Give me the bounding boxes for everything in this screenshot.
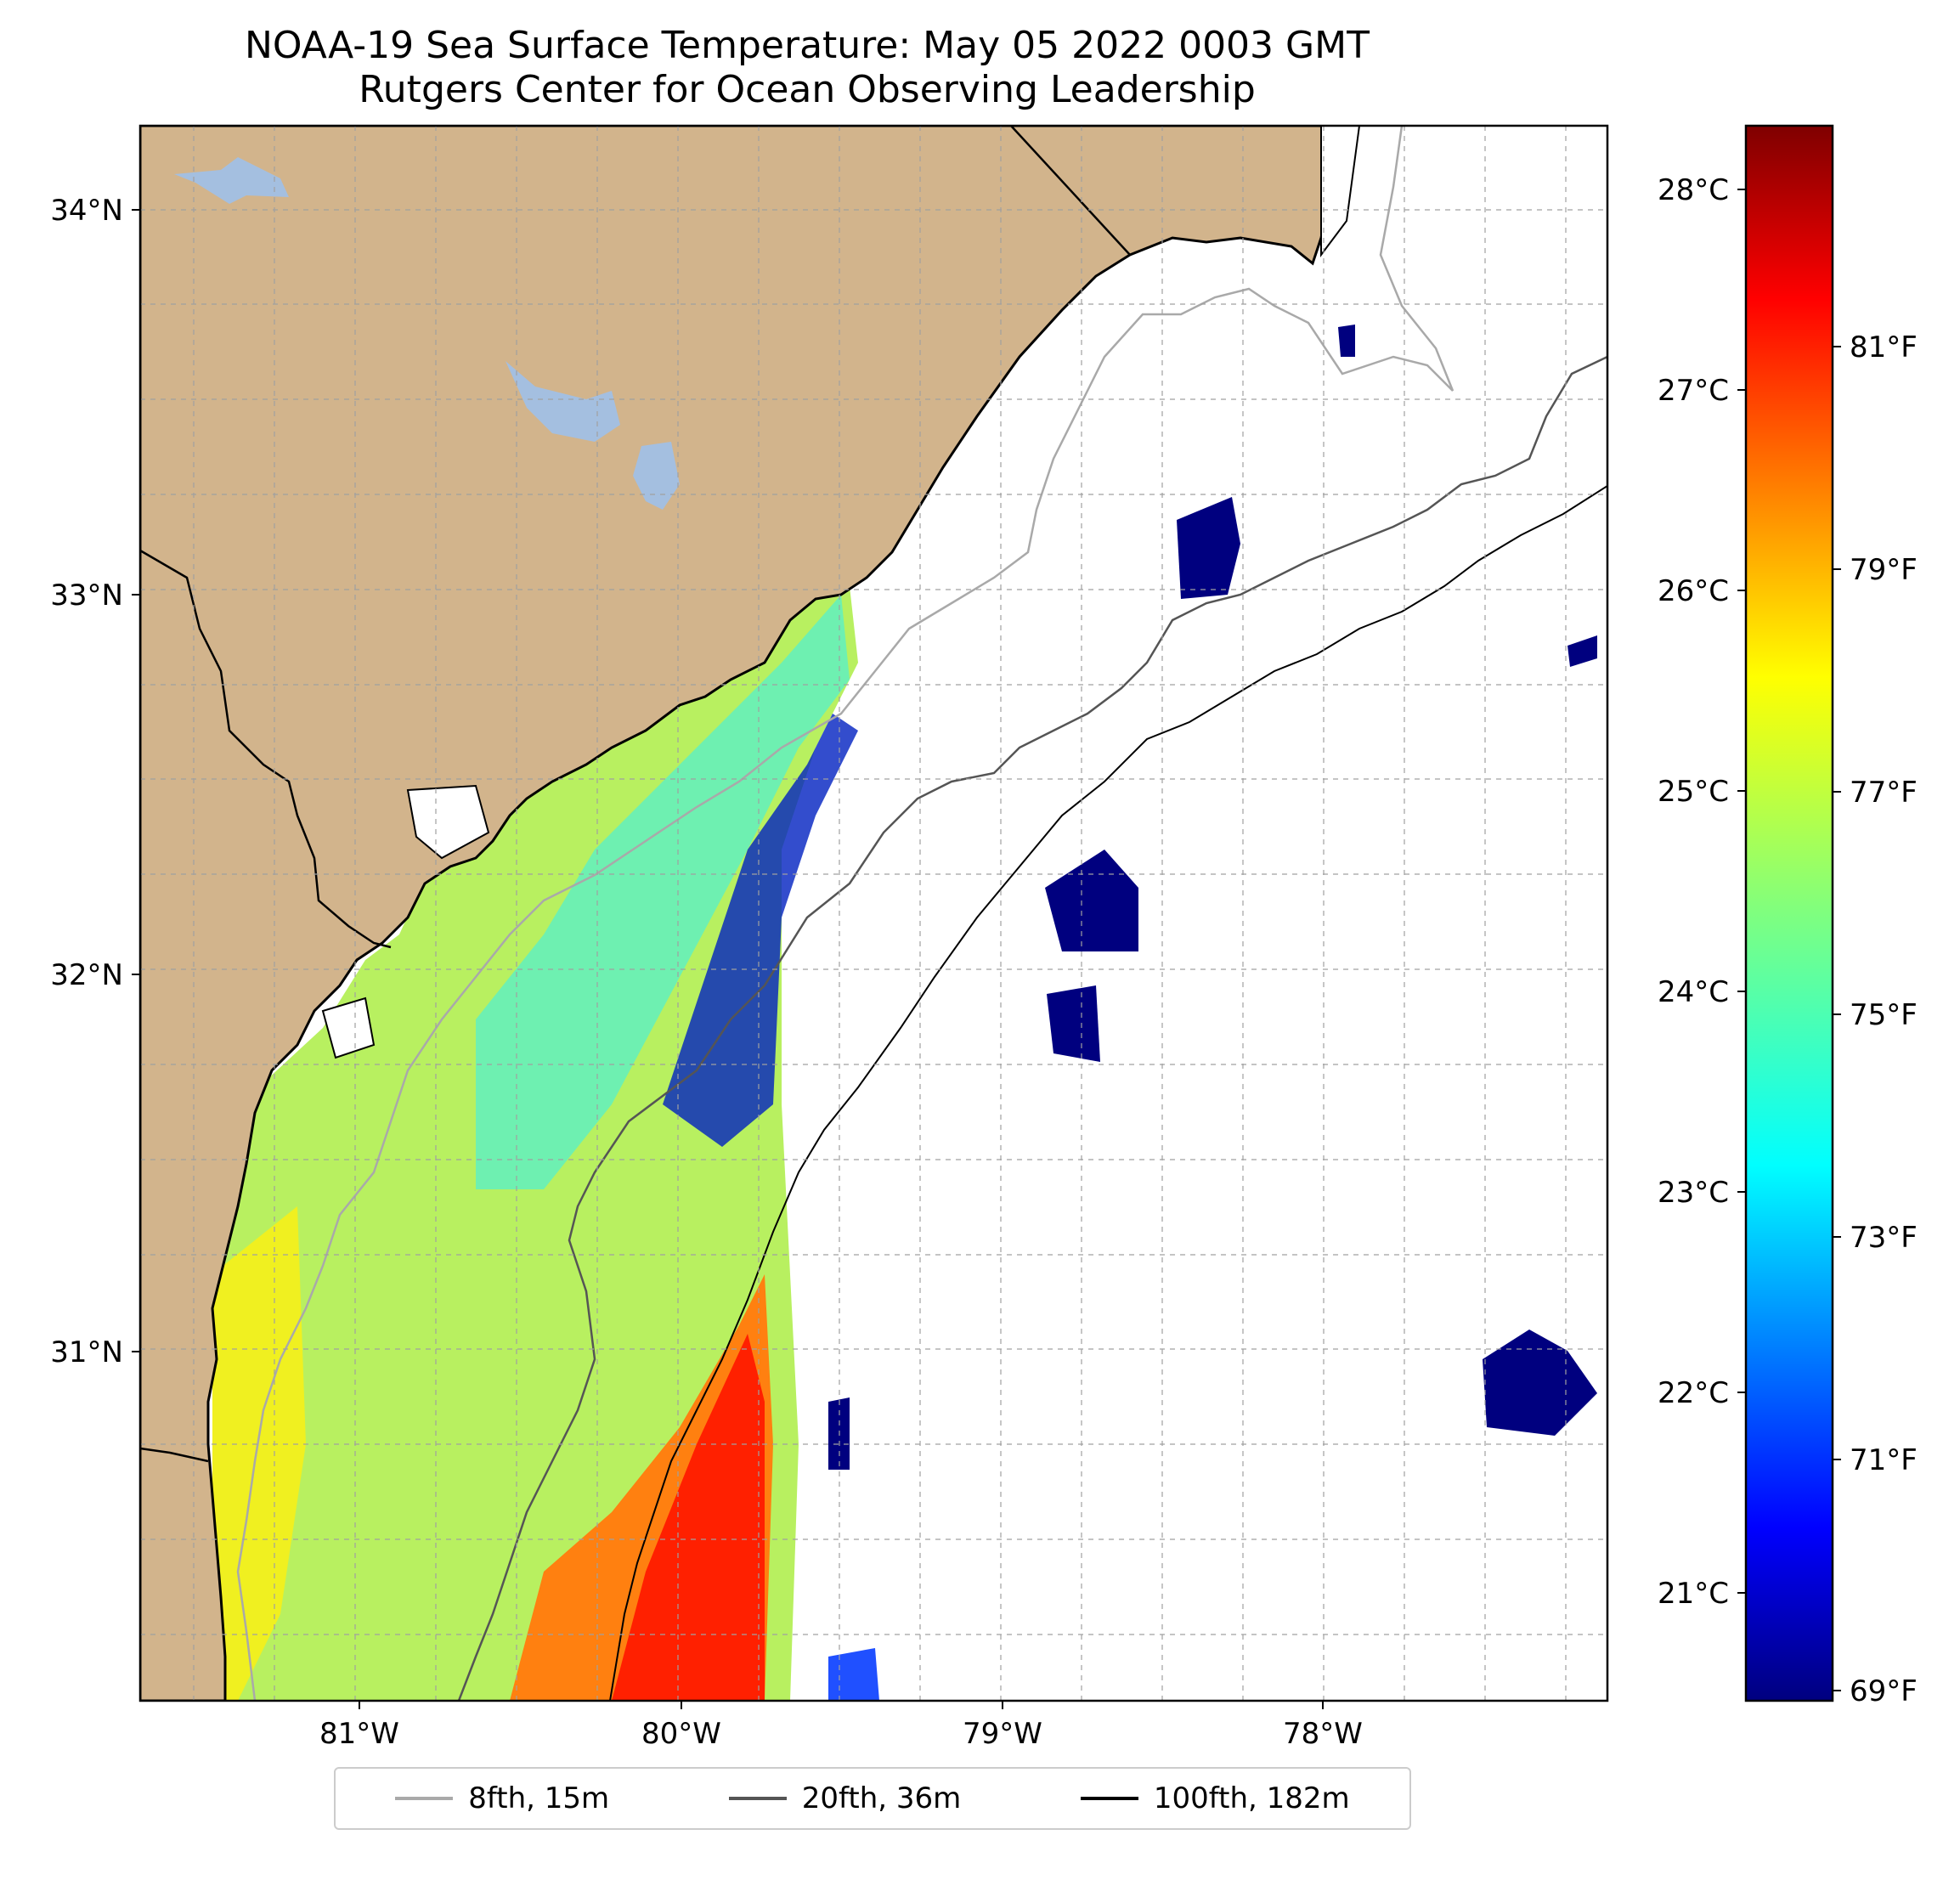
lon-tick-label: 78°W — [1283, 1717, 1363, 1751]
celsius-tick-label: 26°C — [1658, 574, 1729, 608]
legend-label: 8fth, 15m — [468, 1781, 610, 1815]
lat-tick-label: 32°N — [50, 958, 123, 992]
state-boundary — [1010, 126, 1131, 256]
legend-label: 100fth, 182m — [1153, 1781, 1350, 1815]
lat-tick-label: 31°N — [50, 1335, 123, 1369]
sst-patch-cold — [828, 1648, 879, 1701]
celsius-tick-label: 28°C — [1658, 173, 1729, 207]
sst-swath-yellow — [212, 1206, 306, 1701]
map-frame — [138, 124, 1609, 1702]
sst-swath-teal — [476, 595, 850, 1189]
lat-tick-label: 33°N — [50, 579, 123, 613]
legend-item-100fth: 100fth, 182m — [1080, 1781, 1350, 1815]
legend-swatch — [395, 1797, 454, 1800]
lat-tick-label: 34°N — [50, 194, 123, 228]
lake — [174, 157, 289, 204]
celsius-tick-label: 24°C — [1658, 975, 1729, 1009]
colorbar-gradient — [1744, 124, 1834, 1702]
sst-patch-cold — [1045, 850, 1138, 951]
state-boundary — [140, 549, 392, 949]
sst-swath-blue — [663, 714, 858, 1147]
title-line-1: NOAA-19 Sea Surface Temperature: May 05 … — [245, 24, 1370, 67]
fahrenheit-tick-label: 69°F — [1850, 1674, 1918, 1708]
celsius-tick-label: 23°C — [1658, 1176, 1729, 1210]
celsius-tick-label: 22°C — [1658, 1376, 1729, 1410]
lake — [506, 361, 620, 442]
legend-item-8fth: 8fth, 15m — [395, 1781, 609, 1815]
sst-patch-cold — [1338, 325, 1355, 357]
sst-patch-cold — [1483, 1330, 1597, 1436]
fahrenheit-tick-label: 71°F — [1850, 1443, 1918, 1477]
map-panel — [140, 126, 1607, 1701]
estuary — [1320, 126, 1361, 257]
celsius-tick-label: 25°C — [1658, 775, 1729, 809]
fahrenheit-tick-label: 81°F — [1850, 330, 1918, 364]
fahrenheit-tick-label: 73°F — [1850, 1221, 1918, 1255]
fahrenheit-tick-label: 75°F — [1850, 998, 1918, 1032]
celsius-tick-label: 27°C — [1658, 374, 1729, 408]
fahrenheit-tick-label: 79°F — [1850, 553, 1918, 587]
estuary — [321, 996, 376, 1059]
legend-item-20fth: 20fth, 36m — [728, 1781, 962, 1815]
lon-axis: 81°W 80°W 79°W 78°W — [319, 1701, 1363, 1751]
title-line-2: Rutgers Center for Ocean Observing Leade… — [359, 68, 1256, 111]
isobath-15m — [236, 126, 1454, 1701]
lon-tick-label: 80°W — [641, 1717, 721, 1751]
legend-swatch — [728, 1797, 787, 1800]
isobath-182m — [609, 485, 1607, 1701]
estuary — [406, 784, 490, 860]
state-boundary — [140, 1447, 209, 1463]
colorbar: 28°C 27°C 26°C 25°C 24°C 23°C 22°C 21°C … — [1658, 124, 1918, 1708]
lon-tick-label: 81°W — [319, 1717, 399, 1751]
gridlines — [140, 126, 1607, 1701]
land-mass — [140, 126, 1336, 1701]
fahrenheit-tick-label: 77°F — [1850, 776, 1918, 810]
chart-title: NOAA-19 Sea Surface Temperature: May 05 … — [0, 24, 1614, 112]
legend-swatch — [1080, 1797, 1138, 1800]
legend-label: 20fth, 36m — [801, 1781, 962, 1815]
isobath-36m — [457, 355, 1607, 1701]
celsius-tick-label: 21°C — [1658, 1577, 1729, 1611]
lake — [633, 442, 680, 510]
sst-patch-cold — [1567, 635, 1597, 667]
sst-patch-cold — [1177, 497, 1240, 599]
lat-axis: 34°N 33°N 32°N 31°N — [50, 194, 140, 1369]
sst-patch-cold — [1047, 985, 1100, 1062]
lon-tick-label: 79°W — [963, 1717, 1042, 1751]
isobath-legend: 8fth, 15m 20fth, 36m 100fth, 182m — [334, 1767, 1411, 1830]
sst-swath-hot — [612, 1334, 765, 1701]
